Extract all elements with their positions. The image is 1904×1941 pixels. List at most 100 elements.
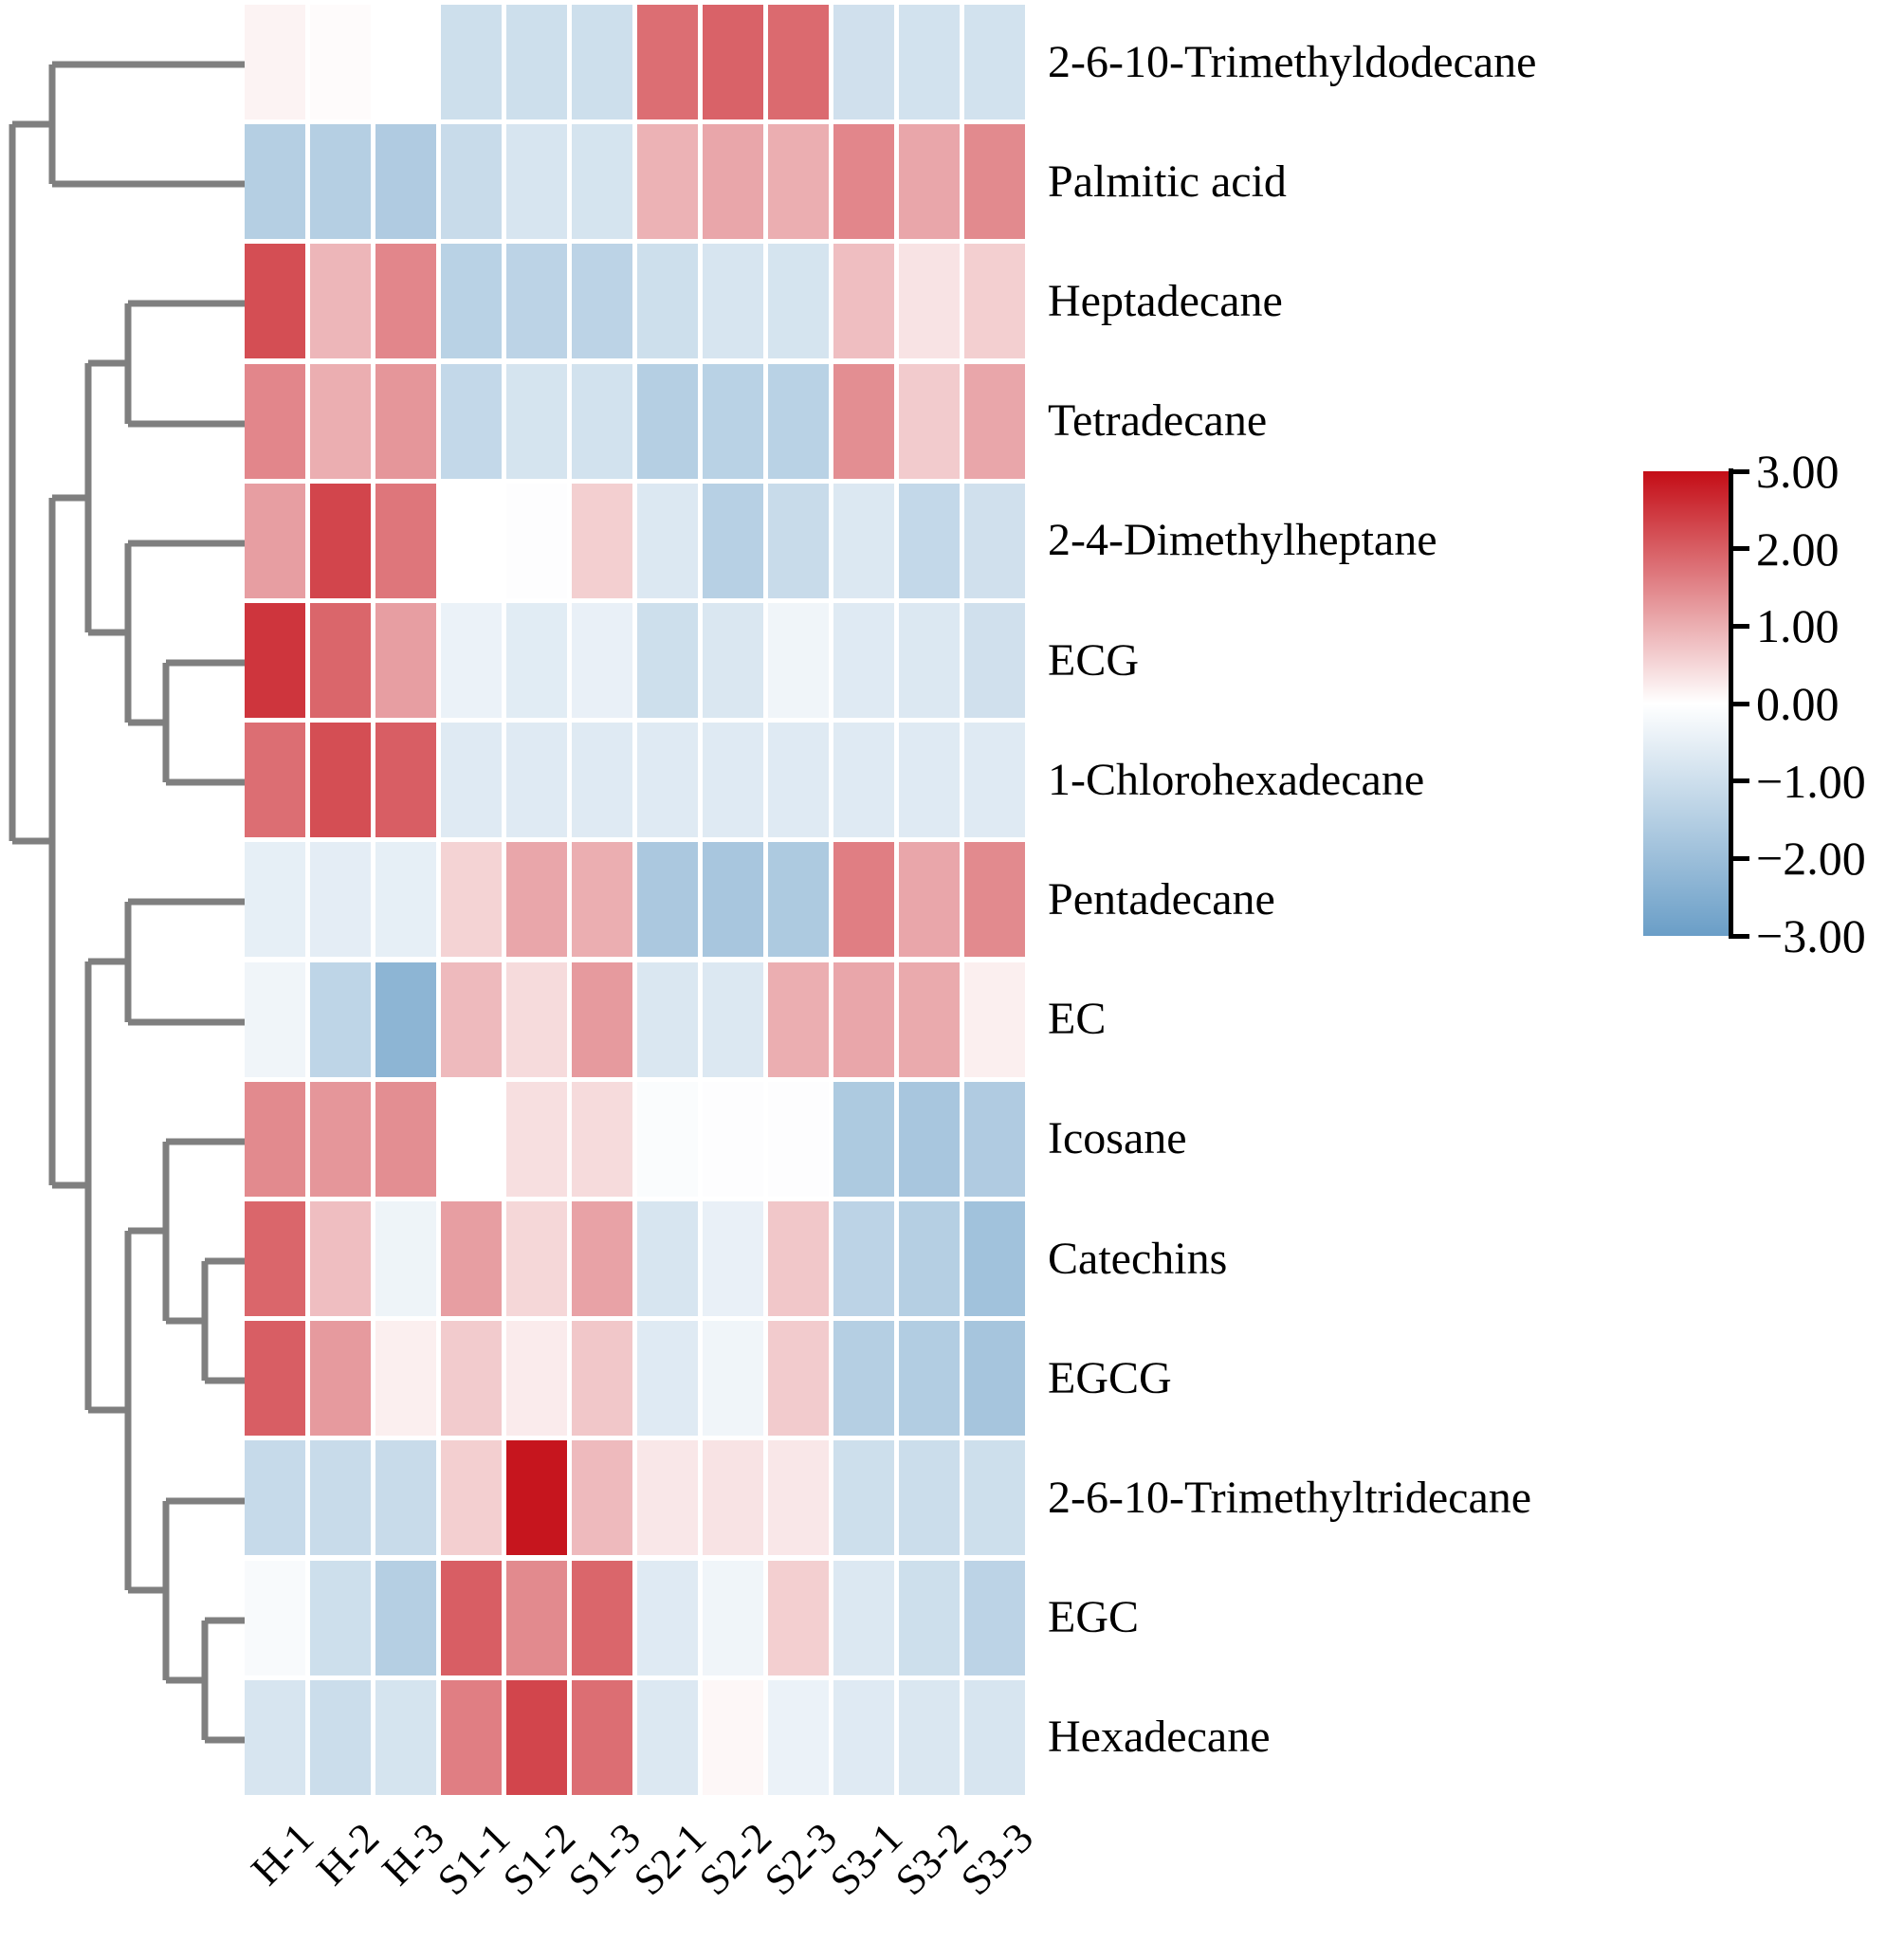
heatmap-cell bbox=[245, 961, 305, 1077]
heatmap-cell bbox=[899, 603, 960, 718]
heatmap-cell bbox=[637, 961, 698, 1077]
heatmap-cell bbox=[768, 961, 829, 1077]
row-label: EGC bbox=[1048, 1592, 1139, 1643]
heatmap-cell bbox=[703, 1321, 763, 1437]
heatmap-cell bbox=[703, 1081, 763, 1197]
heatmap-cell bbox=[637, 483, 698, 598]
heatmap-cell bbox=[310, 124, 371, 240]
heatmap-cell bbox=[703, 603, 763, 718]
heatmap-cell bbox=[310, 1679, 371, 1795]
colorbar-tick bbox=[1729, 778, 1749, 784]
heatmap-cell bbox=[375, 1560, 436, 1675]
row-label: 2-6-10-Trimethyldodecane bbox=[1048, 36, 1537, 87]
heatmap-cell bbox=[506, 842, 567, 958]
heatmap-cell bbox=[899, 723, 960, 838]
heatmap-cell bbox=[768, 1321, 829, 1437]
heatmap-cell bbox=[375, 1321, 436, 1437]
heatmap-cell bbox=[506, 124, 567, 240]
heatmap-cell bbox=[833, 603, 894, 718]
heatmap-cell bbox=[572, 603, 632, 718]
heatmap-cell bbox=[441, 5, 502, 119]
heatmap-cell bbox=[441, 1440, 502, 1556]
heatmap-cell bbox=[245, 603, 305, 718]
heatmap-cell bbox=[703, 961, 763, 1077]
heatmap-cell bbox=[964, 723, 1025, 838]
heatmap-cell bbox=[637, 5, 698, 119]
heatmap-cell bbox=[964, 244, 1025, 359]
heatmap-cell bbox=[441, 1201, 502, 1316]
heatmap-cell bbox=[833, 244, 894, 359]
heatmap-cell bbox=[506, 1440, 567, 1556]
row-label: Hexadecane bbox=[1048, 1712, 1271, 1763]
heatmap-cell bbox=[375, 363, 436, 479]
heatmap-cell bbox=[768, 363, 829, 479]
heatmap-cell bbox=[768, 842, 829, 958]
colorbar-tick bbox=[1729, 855, 1749, 861]
heatmap-cell bbox=[964, 603, 1025, 718]
colorbar-tick-label: −2.00 bbox=[1756, 832, 1866, 886]
row-label: 2-4-Dimethylheptane bbox=[1048, 515, 1437, 566]
heatmap-cell bbox=[245, 1201, 305, 1316]
heatmap-cell bbox=[768, 5, 829, 119]
row-label: Palmitic acid bbox=[1048, 156, 1287, 207]
heatmap-cell bbox=[768, 603, 829, 718]
heatmap-cell bbox=[637, 363, 698, 479]
heatmap-cell bbox=[768, 1679, 829, 1795]
heatmap-cell bbox=[441, 723, 502, 838]
heatmap-cell bbox=[637, 1201, 698, 1316]
row-label: Pentadecane bbox=[1048, 873, 1275, 925]
heatmap-cell bbox=[375, 603, 436, 718]
heatmap-cell bbox=[441, 1679, 502, 1795]
heatmap-cell bbox=[768, 1560, 829, 1675]
row-label: Icosane bbox=[1048, 1113, 1187, 1164]
heatmap-cell bbox=[833, 1321, 894, 1437]
heatmap-cell bbox=[310, 1560, 371, 1675]
colorbar-gradient bbox=[1643, 471, 1729, 936]
heatmap-cell bbox=[310, 723, 371, 838]
heatmap-cell bbox=[441, 603, 502, 718]
colorbar-tick-label: 3.00 bbox=[1756, 445, 1840, 498]
heatmap-cell bbox=[310, 842, 371, 958]
heatmap-cell bbox=[506, 1560, 567, 1675]
heatmap-cell bbox=[506, 1201, 567, 1316]
colorbar-tick bbox=[1729, 701, 1749, 706]
heatmap-cell bbox=[899, 244, 960, 359]
heatmap-cell bbox=[703, 1440, 763, 1556]
heatmap-cell bbox=[703, 1201, 763, 1316]
colorbar-tick-label: −3.00 bbox=[1756, 909, 1866, 962]
heatmap-cell bbox=[899, 5, 960, 119]
heatmap-cell bbox=[572, 1679, 632, 1795]
heatmap-cell bbox=[899, 1081, 960, 1197]
row-label: EC bbox=[1048, 994, 1107, 1045]
heatmap-cell bbox=[310, 483, 371, 598]
heatmap-cell bbox=[964, 1560, 1025, 1675]
heatmap-cell bbox=[703, 124, 763, 240]
heatmap-cell bbox=[833, 1560, 894, 1675]
heatmap-cell bbox=[310, 5, 371, 119]
heatmap-cell bbox=[703, 483, 763, 598]
heatmap-cell bbox=[833, 363, 894, 479]
heatmap-cell bbox=[899, 363, 960, 479]
heatmap-cell bbox=[245, 842, 305, 958]
heatmap-cell bbox=[899, 483, 960, 598]
heatmap-cell bbox=[899, 842, 960, 958]
heatmap-cell bbox=[637, 1321, 698, 1437]
heatmap-cell bbox=[245, 723, 305, 838]
heatmap-cell bbox=[964, 1201, 1025, 1316]
heatmap-cell bbox=[310, 603, 371, 718]
heatmap-cell bbox=[833, 1440, 894, 1556]
colorbar-tick bbox=[1729, 546, 1749, 552]
heatmap-cell bbox=[833, 842, 894, 958]
heatmap-cell bbox=[572, 1321, 632, 1437]
row-label: 2-6-10-Trimethyltridecane bbox=[1048, 1472, 1532, 1523]
heatmap-cell bbox=[375, 723, 436, 838]
heatmap-cell bbox=[768, 1201, 829, 1316]
heatmap-cell bbox=[637, 124, 698, 240]
heatmap-cell bbox=[572, 961, 632, 1077]
heatmap-cell bbox=[703, 5, 763, 119]
heatmap-cell bbox=[833, 961, 894, 1077]
heatmap-cell bbox=[768, 1440, 829, 1556]
row-label: Catechins bbox=[1048, 1233, 1228, 1284]
